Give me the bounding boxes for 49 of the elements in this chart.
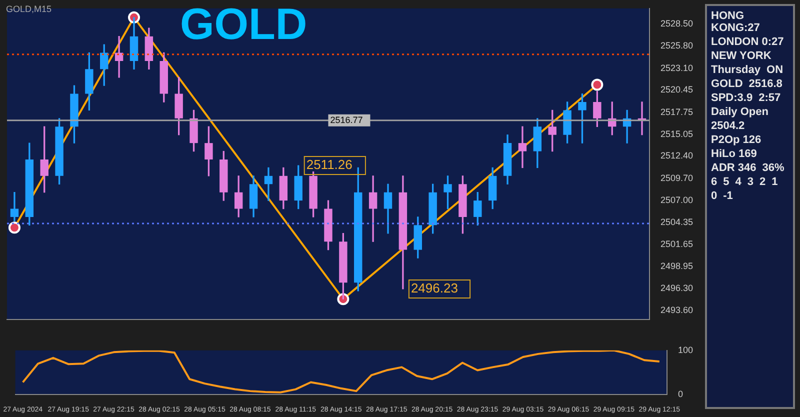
- y-tick-label: 2525.80: [660, 40, 694, 51]
- text: SPD:3.9: [711, 92, 753, 104]
- text: Thursday: [711, 64, 761, 76]
- text: 5: [723, 176, 730, 188]
- chart-title: GOLD: [180, 0, 308, 50]
- candlestick: [264, 167, 273, 201]
- point: [591, 78, 604, 91]
- text: 2:57: [758, 92, 781, 104]
- text: 2504.2: [711, 120, 745, 132]
- text: HiLo 169: [711, 148, 757, 160]
- text: ADR 346: [711, 162, 756, 174]
- annotation: 2496.23: [410, 280, 458, 296]
- text: GOLD: [711, 78, 743, 90]
- text: 2516.8: [748, 78, 782, 90]
- text: ON: [766, 64, 784, 76]
- y-tick-label: 2520.45: [660, 84, 694, 95]
- y-tick-label: 2515.05: [660, 128, 694, 139]
- candlestick: [114, 36, 124, 78]
- y-tick-label: 2498.95: [660, 261, 694, 272]
- point: [8, 222, 20, 234]
- y-tick-label: 2501.65: [660, 238, 694, 249]
- text: 3: [747, 176, 754, 188]
- text: NEW YORK: [711, 50, 772, 62]
- text: P2Op 126: [711, 134, 762, 146]
- annotation: 2511.26: [306, 157, 352, 172]
- text: -1: [723, 190, 733, 202]
- text: 4: [735, 176, 742, 188]
- y-tick-label: 2509.70: [660, 172, 694, 183]
- y-tick-label: 100: [678, 344, 694, 355]
- text: HONG KONG:27: [711, 10, 761, 34]
- y-tick-label: 2507.00: [660, 195, 694, 206]
- text: 36%: [762, 162, 784, 174]
- text: 6: [711, 176, 718, 188]
- ref-line-label: 2516.77: [330, 114, 363, 125]
- y-tick-label: 2517.75: [660, 106, 694, 117]
- y-tick-label: 2528.50: [660, 18, 694, 28]
- text: 0: [711, 190, 718, 202]
- y-tick-label: 2512.40: [660, 150, 694, 161]
- y-tick-label: 2523.10: [660, 62, 694, 73]
- y-tick-label: 0: [678, 389, 683, 400]
- text: 2: [760, 176, 766, 188]
- text: 1: [772, 176, 778, 188]
- chart-subtitle: GOLD,M15: [6, 4, 52, 14]
- text: LONDON 0:27: [711, 36, 784, 48]
- y-tick-label: 2493.60: [660, 305, 694, 316]
- text: Daily Open: [711, 106, 768, 118]
- y-tick-label: 2504.35: [660, 216, 694, 227]
- y-tick-label: 2496.30: [660, 282, 694, 293]
- candlestick: [518, 126, 527, 168]
